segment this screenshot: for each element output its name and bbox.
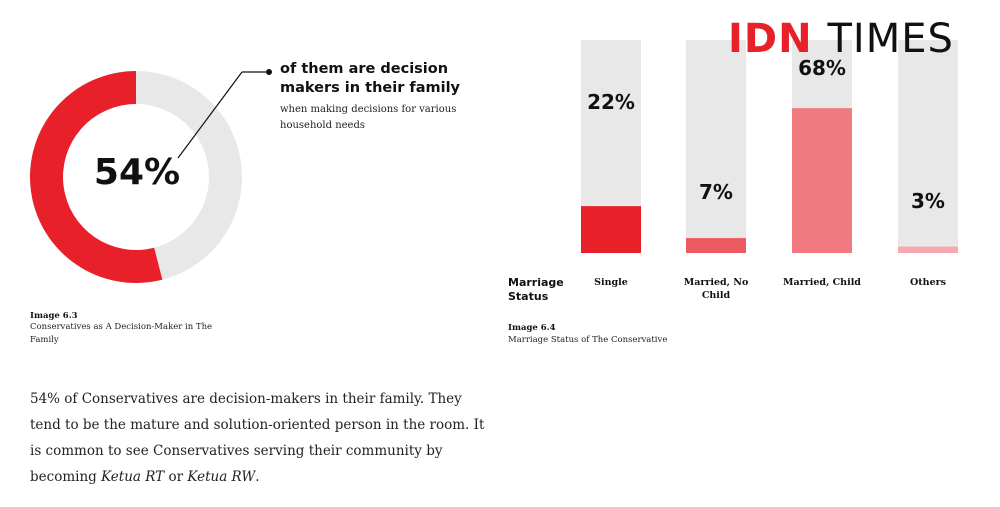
donut-slice-decision-makers — [30, 71, 163, 283]
bar-value-label: 7% — [699, 180, 733, 205]
bar-married-no-child — [686, 238, 746, 253]
body-paragraph: 54% of Conservatives are decision-makers… — [30, 386, 490, 490]
bar-category-label: Married, Child — [783, 277, 861, 288]
bar-others — [898, 246, 958, 253]
body-text-end: . — [255, 469, 260, 485]
callout-title: of them are decision makers in their fam… — [280, 61, 461, 96]
bar-category-label: Married, No Child — [683, 277, 749, 301]
bar-category-label: Others — [910, 277, 946, 288]
bar-married-child — [792, 108, 852, 253]
image-6-4-caption-text: Marriage Status of The Conservative — [508, 335, 668, 345]
callout-dot — [266, 69, 272, 75]
donut-center-label: 54% — [93, 152, 181, 193]
body-italic-ketua-rw: Ketua RW — [187, 469, 256, 485]
image-6-4-caption-title: Image 6.4 — [508, 323, 556, 333]
bar-axis-label: Marriage Status — [508, 276, 564, 303]
bar-value-label: 3% — [911, 188, 945, 213]
donut-slice-others — [136, 71, 243, 280]
bar-single — [581, 206, 641, 253]
image-6-3-caption-title: Image 6.3 — [30, 311, 78, 321]
bar-value-label: 22% — [587, 90, 635, 114]
callout-line — [177, 71, 243, 159]
bar-category-label: Single — [594, 277, 628, 288]
bar-value-label: 68% — [798, 56, 846, 80]
body-italic-ketua-rt: Ketua RT — [101, 469, 165, 485]
logo-times: TIMES — [827, 16, 954, 62]
image-6-3-caption-text: Conservatives as A Decision-Maker in The… — [30, 322, 213, 345]
bar-track — [898, 40, 958, 253]
idn-times-logo: IDN TIMES — [728, 14, 990, 64]
body-text-mid: or — [164, 469, 188, 485]
body-text-main: 54% of Conservatives are decision-makers… — [30, 391, 485, 485]
logo-idn: IDN — [728, 16, 813, 62]
bar-track — [686, 40, 746, 253]
callout-subtitle: when making decisions for various househ… — [280, 104, 457, 131]
